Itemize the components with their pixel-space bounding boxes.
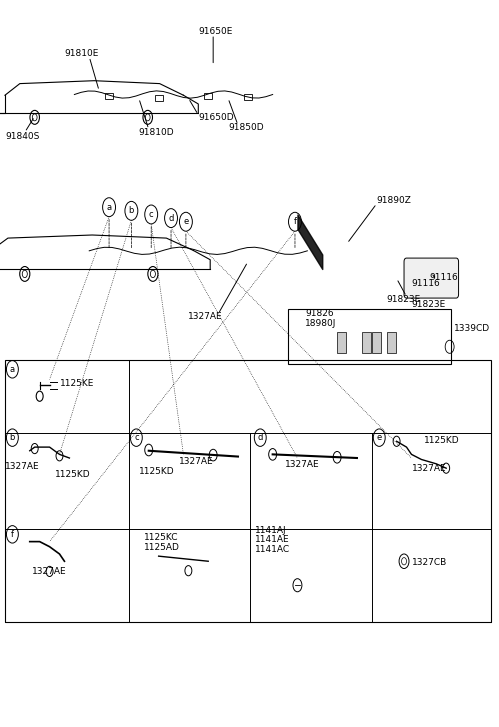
Bar [105, 93, 113, 99]
Text: 1327AE: 1327AE [412, 464, 446, 473]
Text: 1327CB: 1327CB [412, 558, 447, 567]
Text: 1125KD: 1125KD [139, 467, 175, 476]
Text: 91823E: 91823E [412, 300, 446, 309]
Text: a: a [106, 203, 112, 212]
FancyBboxPatch shape [404, 258, 459, 298]
Text: c: c [149, 210, 154, 219]
Text: 18980J: 18980J [305, 318, 336, 328]
Text: 91810D: 91810D [139, 128, 175, 137]
Text: 91116: 91116 [412, 279, 440, 288]
Bar [204, 93, 212, 99]
Text: 1125AD: 1125AD [144, 542, 180, 552]
Bar [372, 332, 381, 353]
Text: 1339CD: 1339CD [454, 324, 490, 333]
Text: 91823E: 91823E [387, 295, 421, 304]
Text: 91810E: 91810E [64, 49, 99, 58]
Text: f: f [11, 530, 14, 539]
Text: 91850D: 91850D [228, 124, 263, 132]
Text: b: b [129, 206, 134, 215]
Bar [362, 332, 371, 353]
Text: 1141AC: 1141AC [255, 545, 290, 554]
Text: 1327AE: 1327AE [5, 462, 39, 471]
Bar [287, 309, 451, 364]
Text: 91116: 91116 [429, 273, 458, 282]
Text: 91650D: 91650D [198, 113, 234, 122]
Text: 91890Z: 91890Z [377, 196, 412, 205]
Text: 1141AE: 1141AE [255, 535, 290, 545]
Text: c: c [134, 433, 139, 442]
Bar [337, 332, 346, 353]
Text: 91650E: 91650E [198, 27, 233, 36]
Text: 1327AE: 1327AE [32, 567, 67, 577]
Text: 1141AJ: 1141AJ [255, 526, 287, 535]
Text: 1327AE: 1327AE [179, 457, 213, 466]
Text: 1327AE: 1327AE [285, 459, 320, 469]
Text: 1125KC: 1125KC [144, 533, 178, 542]
Text: e: e [377, 433, 382, 442]
Bar [5, 360, 491, 622]
Text: 1327AE: 1327AE [189, 313, 223, 321]
Bar [155, 95, 163, 101]
Text: e: e [183, 217, 189, 226]
Text: 91826: 91826 [305, 309, 333, 318]
Text: a: a [10, 365, 15, 374]
Bar [244, 94, 252, 100]
Text: d: d [257, 433, 263, 442]
Text: f: f [293, 217, 296, 226]
Text: b: b [9, 433, 15, 442]
Text: 1125KD: 1125KD [424, 436, 460, 446]
Text: d: d [168, 214, 174, 222]
Bar [387, 332, 396, 353]
Text: 1125KD: 1125KD [54, 470, 90, 479]
Text: 1125KE: 1125KE [59, 379, 94, 388]
Text: 91840S: 91840S [5, 132, 39, 141]
